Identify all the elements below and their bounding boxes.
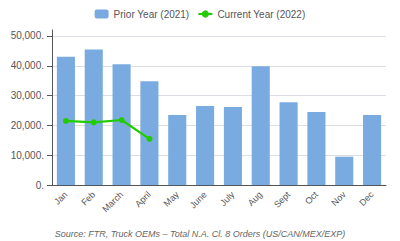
svg-text:July: July [218,189,237,208]
svg-text:Dec: Dec [357,189,376,208]
svg-text:30,000.: 30,000. [11,90,44,101]
svg-text:10,000.: 10,000. [11,150,44,161]
svg-text:Nov: Nov [329,189,348,208]
svg-text:Oct: Oct [303,189,320,206]
svg-text:20,000.: 20,000. [11,120,44,131]
svg-text:April: April [133,189,153,209]
svg-text:March: March [100,189,125,214]
svg-text:Current Year (2022): Current Year (2022) [217,9,305,20]
svg-text:June: June [188,189,209,210]
svg-text:Aug: Aug [246,189,264,207]
svg-text:Jan: Jan [52,189,69,206]
svg-text:Sept: Sept [272,189,292,209]
svg-text:Feb: Feb [79,189,97,207]
svg-text:Source: FTR, Truck OEMs – Tota: Source: FTR, Truck OEMs – Total N.A. Cl.… [55,229,346,239]
svg-text:Prior Year (2021): Prior Year (2021) [114,9,190,20]
svg-text:0.: 0. [36,180,44,191]
svg-text:50,000.: 50,000. [11,30,44,41]
svg-text:40,000.: 40,000. [11,60,44,71]
svg-text:May: May [162,189,181,208]
